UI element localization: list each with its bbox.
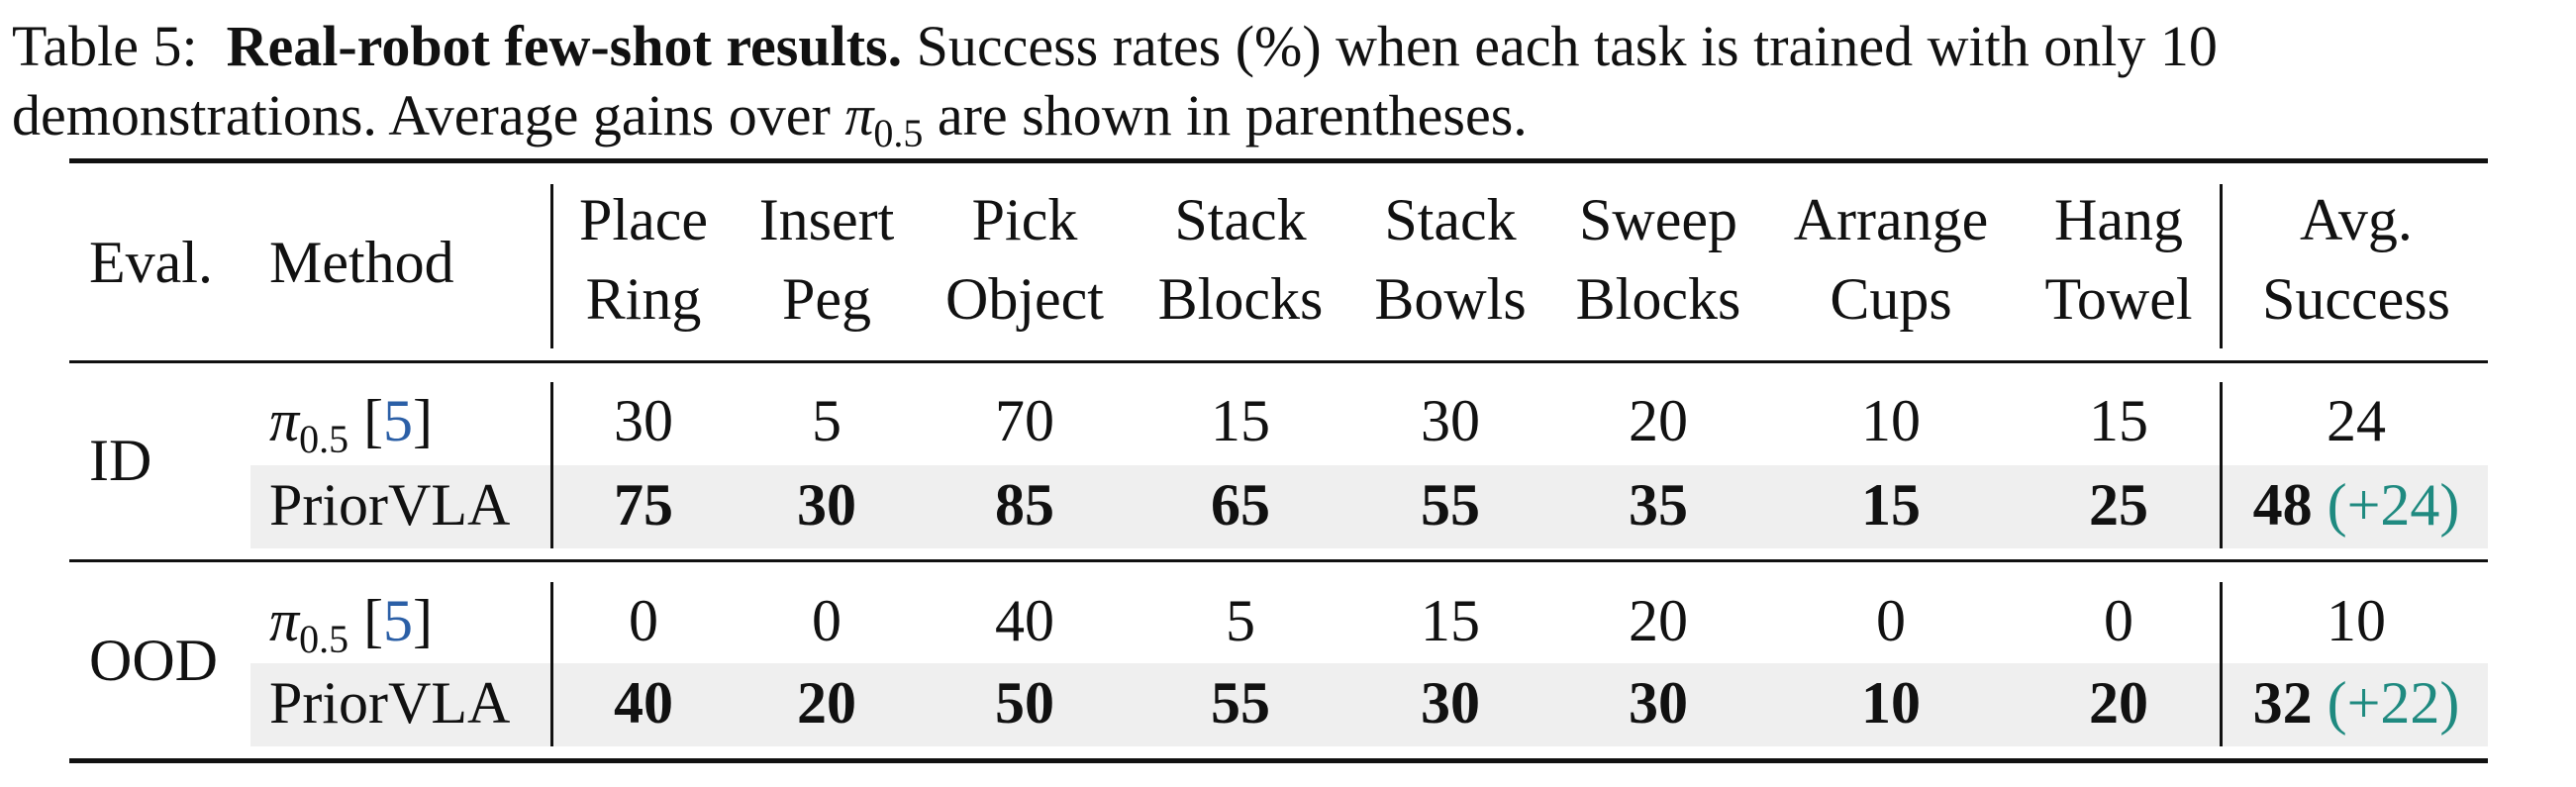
caption-text-2: demonstrations. Average gains over — [12, 83, 831, 148]
id-highlight-row — [250, 465, 2488, 548]
id-baseline-cell: 30 — [614, 388, 673, 453]
table-caption: Table 5: Real-robot few-shot results. Su… — [12, 12, 2566, 168]
id-baseline-cell: 15 — [2089, 388, 2148, 453]
header-task-place-ring: Place Ring — [579, 187, 708, 332]
method-separator-header — [550, 184, 553, 348]
header-method: Method — [269, 230, 454, 295]
ood-baseline-cell: 40 — [995, 588, 1054, 653]
method-separator-id — [550, 382, 553, 548]
header-task-stack-blocks: Stack Blocks — [1157, 187, 1324, 332]
avg-separator-id — [2220, 382, 2223, 548]
id-ours-method: PriorVLA — [269, 472, 511, 538]
header-task-stack-bowls: Stack Bowls — [1374, 187, 1527, 332]
caption-pi: π — [844, 83, 874, 148]
ood-baseline-cell: 0 — [629, 588, 658, 653]
caption-label: Table 5: — [12, 14, 198, 78]
id-ours-cell: 85 — [995, 472, 1054, 538]
id-ours-cell: 25 — [2089, 472, 2148, 538]
bottom-rule — [69, 758, 2488, 763]
id-baseline-cell: 70 — [995, 388, 1054, 453]
ood-highlight-row — [250, 663, 2488, 746]
ood-ours-cell: 55 — [1211, 670, 1270, 736]
id-baseline-method: π0.5 [5] — [269, 388, 434, 461]
id-baseline-cell: 20 — [1629, 388, 1688, 453]
citation-link[interactable]: 5 — [383, 388, 414, 453]
id-ours-cell: 75 — [614, 472, 673, 538]
ood-baseline-cell: 0 — [812, 588, 842, 653]
ood-baseline-cell: 0 — [2104, 588, 2133, 653]
caption-pi-sub: 0.5 — [873, 111, 924, 155]
caption-line-1: Table 5: Real-robot few-shot results. Su… — [12, 12, 2566, 81]
id-gain: (+24) — [2327, 472, 2460, 538]
id-ours-cell: 65 — [1211, 472, 1270, 538]
ood-ours-cell: 40 — [614, 670, 673, 736]
id-baseline-cell: 10 — [1861, 388, 1921, 453]
ood-ours-cell: 20 — [797, 670, 856, 736]
ood-ours-cell: 10 — [1861, 670, 1921, 736]
id-ours-avg: 48 (+24) — [2252, 472, 2460, 538]
header-task-insert-peg: Insert Peg — [758, 187, 895, 332]
header-task-hang-towel: Hang Towel — [2044, 187, 2193, 332]
id-baseline-cell: 30 — [1421, 388, 1480, 453]
citation-link[interactable]: 5 — [383, 588, 414, 653]
header-rule — [69, 360, 2488, 363]
ood-ours-cell: 50 — [995, 670, 1054, 736]
ood-ours-cell: 30 — [1421, 670, 1480, 736]
caption-line-2: demonstrations. Average gains over π0.5 … — [12, 81, 2566, 168]
eval-ood-label: OOD — [89, 628, 218, 693]
header-task-sweep-blocks: Sweep Blocks — [1575, 187, 1741, 332]
header-task-pick-object: Pick Object — [945, 187, 1104, 332]
id-ours-cell: 30 — [797, 472, 856, 538]
avg-separator-header — [2220, 184, 2223, 348]
ood-gain: (+22) — [2327, 670, 2460, 736]
header-avg-success: Avg. Success — [2262, 187, 2450, 332]
caption-title: Real-robot few-shot results. — [226, 14, 903, 78]
mid-rule — [69, 559, 2488, 562]
header-eval: Eval. — [89, 230, 213, 295]
eval-id-label: ID — [89, 428, 152, 493]
ood-ours-cell: 30 — [1629, 670, 1688, 736]
ood-ours-cell: 20 — [2089, 670, 2148, 736]
avg-separator-ood — [2220, 582, 2223, 746]
ood-baseline-cell: 20 — [1629, 588, 1688, 653]
ood-baseline-cell: 5 — [1226, 588, 1255, 653]
ood-baseline-avg: 10 — [2327, 588, 2386, 653]
ood-baseline-cell: 0 — [1876, 588, 1906, 653]
ood-baseline-method: π0.5 [5] — [269, 588, 434, 661]
caption-text-1: Success rates (%) when each task is trai… — [916, 14, 2218, 78]
id-ours-cell: 15 — [1861, 472, 1921, 538]
id-baseline-avg: 24 — [2327, 388, 2386, 453]
id-ours-cell: 35 — [1629, 472, 1688, 538]
ood-ours-avg: 32 (+22) — [2252, 670, 2460, 736]
caption-text-3: are shown in parentheses. — [937, 83, 1528, 148]
id-baseline-cell: 5 — [812, 388, 842, 453]
top-rule — [69, 158, 2488, 163]
id-baseline-cell: 15 — [1211, 388, 1270, 453]
header-task-arrange-cups: Arrange Cups — [1793, 187, 1989, 332]
method-separator-ood — [550, 582, 553, 746]
ood-ours-method: PriorVLA — [269, 670, 511, 736]
id-ours-cell: 55 — [1421, 472, 1480, 538]
ood-baseline-cell: 15 — [1421, 588, 1480, 653]
